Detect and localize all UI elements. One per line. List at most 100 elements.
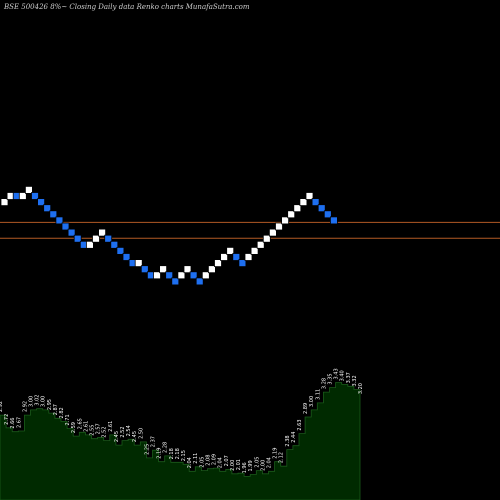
area-value-label: 2.92 [22, 401, 28, 412]
renko-brick-down [189, 271, 198, 280]
renko-brick-down [171, 277, 180, 286]
renko-brick-up [98, 228, 106, 237]
renko-brick-down [67, 228, 76, 237]
area-value-label: 2.37 [151, 436, 157, 447]
renko-brick-up [177, 271, 186, 280]
area-value-label: 2.61 [83, 421, 89, 432]
area-value-label: 2.19 [157, 448, 163, 459]
renko-brick-up [275, 222, 283, 231]
area-value-label: 2.04 [218, 457, 224, 468]
area-value-label: 3.35 [327, 373, 333, 384]
area-value-label: 2.15 [181, 450, 187, 461]
renko-brick-up [214, 259, 222, 268]
renko-brick-up [134, 259, 143, 268]
area-value-label: 3.28 [321, 378, 327, 389]
area-value-label: 2.18 [175, 448, 181, 459]
area-value-label: 2.09 [212, 454, 218, 465]
area-value-label: 3.32 [352, 375, 358, 386]
area-value-label: 2.92 [0, 401, 4, 412]
renko-brick-up [201, 271, 210, 280]
area-value-label: 2.04 [266, 457, 272, 468]
renko-brick-down [317, 204, 326, 213]
renko-brick-down [104, 234, 113, 243]
renko-brick-up [183, 265, 192, 274]
area-value-label: 3.00 [309, 396, 315, 407]
renko-brick-up [281, 216, 290, 225]
area-value-label: 3.11 [315, 389, 321, 400]
renko-brick-up [293, 204, 302, 213]
renko-brick-down [110, 240, 119, 249]
area-value-label: 2.59 [71, 422, 77, 433]
chart-title: BSE 500426 8%~ Closing Daily data Renko … [4, 3, 250, 11]
renko-brick-up [287, 210, 296, 219]
renko-brick-up [207, 265, 216, 274]
renko-brick-down [195, 277, 204, 286]
renko-brick-up [256, 240, 265, 249]
area-value-label: 2.57 [96, 423, 102, 434]
renko-brick-up [268, 228, 277, 237]
area-value-label: 2.44 [291, 432, 297, 443]
renko-bricks-layer [0, 185, 338, 286]
area-value-label: 2.52 [120, 426, 126, 437]
renko-brick-down [140, 265, 149, 274]
renko-brick-down [37, 198, 45, 207]
area-value-label: 2.63 [297, 419, 303, 430]
renko-brick-down [43, 204, 52, 213]
renko-brick-up [18, 192, 27, 200]
area-value-label: 2.05 [254, 456, 260, 467]
area-value-label: 1.96 [242, 462, 248, 473]
area-value-label: 2.11 [193, 453, 199, 464]
area-value-label: 2.52 [102, 426, 108, 437]
area-value-label: 2.04 [187, 457, 193, 468]
renko-brick-down [122, 253, 131, 261]
area-value-label: 2.61 [108, 421, 114, 432]
area-value-label: 2.38 [285, 435, 291, 446]
area-value-label: 3.02 [35, 395, 41, 406]
area-value-label: 2.54 [126, 425, 132, 436]
area-value-label: 2.25 [144, 444, 150, 455]
renko-brick-up [250, 246, 259, 255]
area-value-label: 2.08 [205, 455, 211, 466]
renko-brick-down [55, 216, 64, 225]
renko-brick-down [61, 222, 70, 231]
area-value-label: 2.95 [47, 399, 53, 410]
area-value-label: 2.45 [114, 431, 120, 442]
area-value-label: 2.28 [163, 442, 169, 453]
area-value-label: 2.65 [77, 418, 83, 429]
area-value-label: 2.89 [303, 403, 309, 414]
renko-brick-up [86, 240, 94, 249]
area-value-label: 3.40 [340, 370, 346, 381]
renko-brick-up [153, 271, 161, 280]
renko-brick-down [116, 246, 125, 255]
volume-area-layer: 2.922.72 2.66 2.672.92 3.00 3.02 3.00 2.95 2.87… [0, 368, 364, 500]
renko-brick-down [73, 234, 82, 243]
area-value-label: 3.37 [346, 372, 352, 383]
renko-brick-up [159, 265, 168, 274]
area-value-label: 2.82 [59, 407, 65, 418]
renko-brick-down [329, 216, 338, 225]
renko-brick-up [0, 198, 9, 207]
renko-brick-up [299, 198, 308, 207]
area-value-label: 3.00 [29, 396, 35, 407]
reference-lines-layer [0, 221, 500, 239]
area-value-label: 2.66 [10, 418, 16, 429]
renko-brick-down [311, 198, 320, 207]
area-value-label: 2.07 [224, 455, 230, 466]
area-value-label: 2.19 [273, 448, 279, 459]
renko-brick-up [262, 234, 271, 243]
area-value-label: 2.67 [16, 417, 22, 428]
renko-brick-up [305, 192, 314, 200]
area-value-label: 2.05 [199, 456, 205, 467]
renko-brick-down [238, 259, 247, 268]
area-value-label: 2.71 [65, 414, 71, 425]
renko-brick-up [226, 246, 235, 255]
area-value-label: 2.12 [279, 452, 285, 463]
renko-brick-down [165, 271, 174, 280]
area-value-label: 1.99 [248, 460, 254, 471]
renko-brick-up [24, 185, 33, 194]
renko-brick-down [232, 253, 241, 261]
renko-brick-down [31, 192, 39, 200]
area-value-label: 2.00 [260, 460, 266, 471]
